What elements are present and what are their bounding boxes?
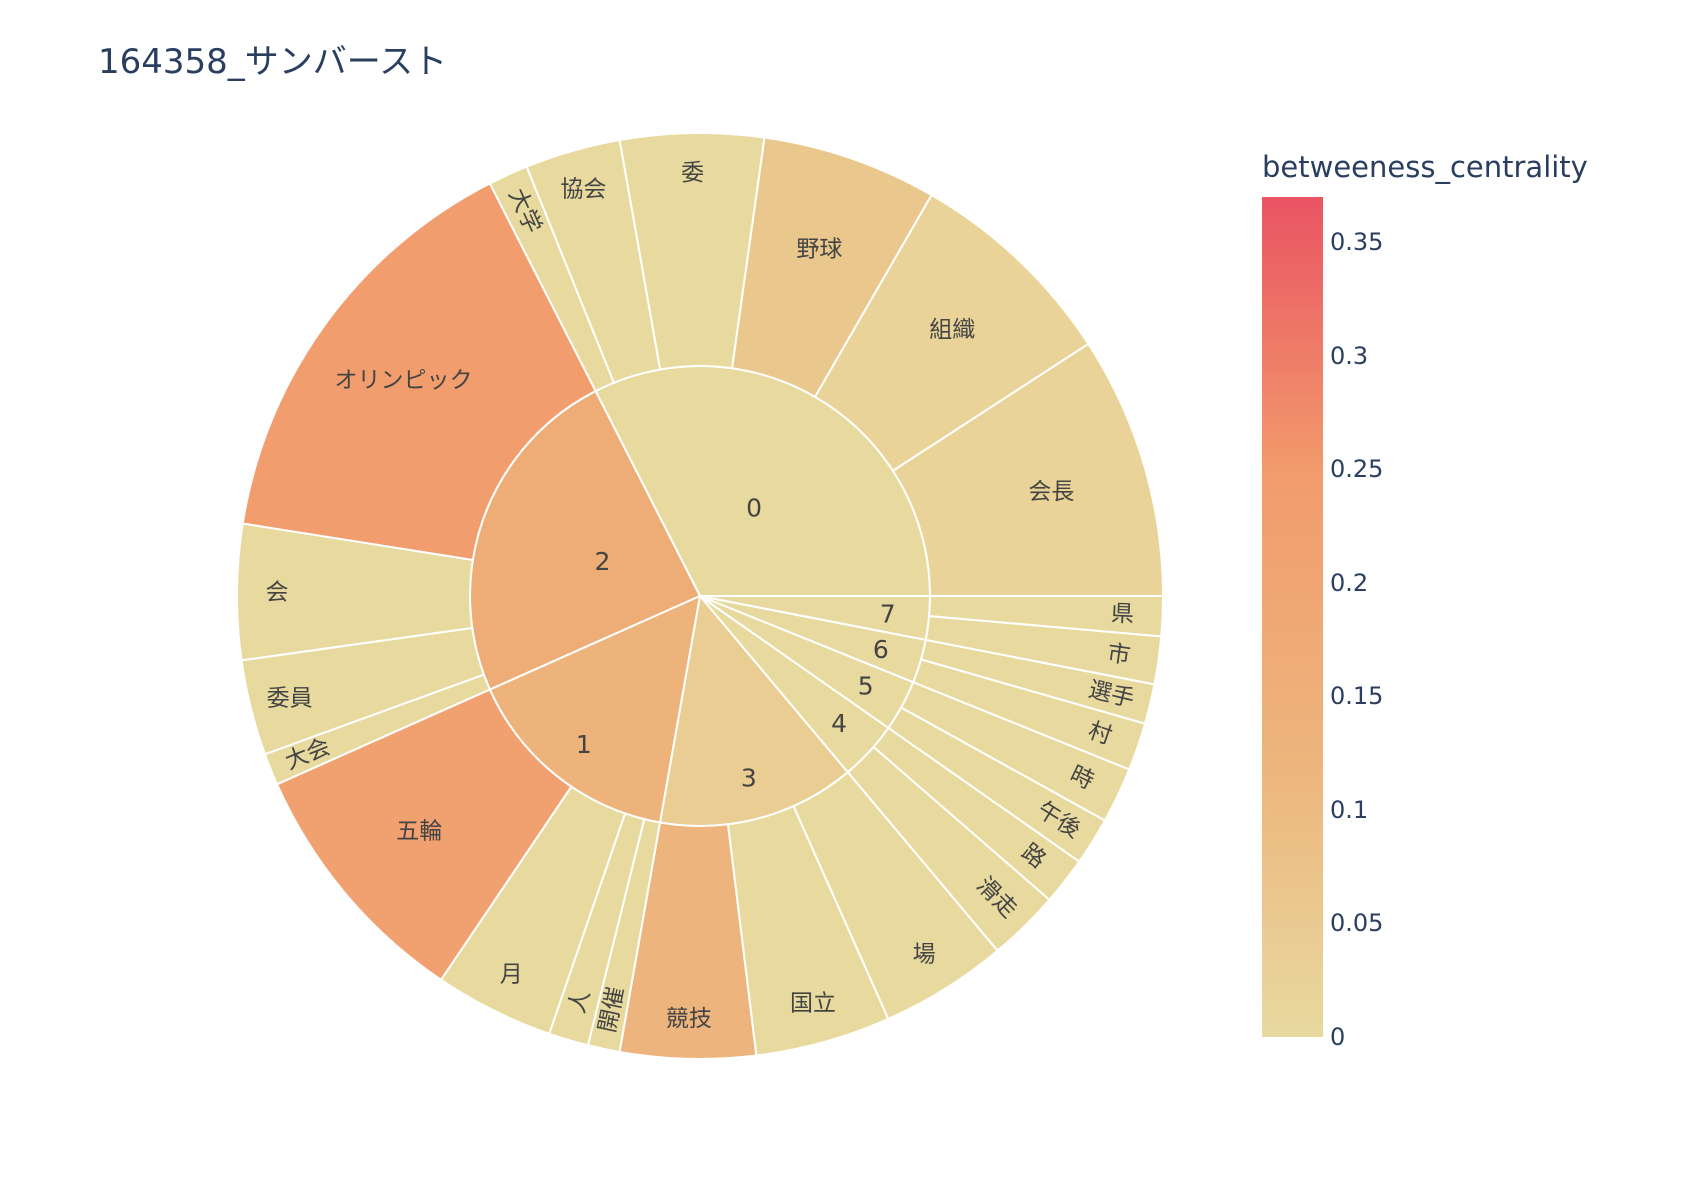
sector-会[interactable] [236,522,474,662]
colorbar-tick: 0.3 [1330,341,1369,370]
colorbar-tick: 0.2 [1330,568,1369,597]
group-label-4: 4 [831,709,847,738]
sector-label-会: 会 [266,579,289,605]
sector-label-市: 市 [1106,640,1132,669]
sector-label-オリンピック: オリンピック [334,368,472,394]
group-label-0: 0 [746,493,762,522]
sector-開催[interactable] [586,817,662,1054]
group-label-1: 1 [576,730,592,759]
sector-野球[interactable] [730,136,933,399]
group-label-7: 7 [880,600,896,629]
sector-label-野球: 野球 [796,236,842,262]
sector-オリンピック[interactable] [241,182,597,562]
sector-村[interactable] [911,658,1147,771]
sector-label-組織: 組織 [929,317,975,343]
sector-滑走[interactable] [846,745,1051,953]
sector-label-場: 場 [913,942,936,968]
sector-人[interactable] [547,812,646,1047]
colorbar-gradient [1262,197,1323,1037]
colorbar-tick: 0.25 [1330,455,1384,484]
colorbar-tick: 0.1 [1330,795,1369,824]
sector-協会[interactable] [525,138,662,385]
sector-label-月: 月 [500,962,523,988]
sector-委[interactable] [618,132,766,371]
sector-label-競技: 競技 [666,1006,712,1032]
colorbar-title: betweeness_centrality [1262,150,1588,184]
sector-時[interactable] [899,680,1131,822]
sector-選手[interactable] [919,638,1156,725]
colorbar-tick: 0.35 [1330,228,1384,257]
sector-大会[interactable] [263,673,492,786]
sector-午後[interactable] [887,706,1107,863]
sector-路[interactable] [872,726,1081,902]
sector-label-国立: 国立 [790,991,836,1017]
sector-label-委: 委 [681,160,704,186]
sector-label-会長: 会長 [1028,479,1074,505]
group-label-5: 5 [858,671,874,700]
sector-委員[interactable] [240,626,486,756]
chart-title: 164358_サンバースト [98,42,448,82]
sector-組織[interactable] [813,193,1090,473]
colorbar-tick: 0.05 [1330,909,1384,938]
group-label-6: 6 [873,635,889,664]
sector-label-委員: 委員 [267,685,313,711]
sector-label-五輪: 五輪 [396,819,442,845]
colorbar-tick: 0 [1330,1023,1346,1051]
colorbar-tick: 0.15 [1330,682,1384,711]
sector-県[interactable] [928,595,1165,638]
group-label-2: 2 [594,547,610,576]
sector-月[interactable] [439,785,627,1036]
sector-五輪[interactable] [275,688,573,982]
colorbar: betweeness_centrality 0 0.05 0.1 0.15 0.2 0.2… [1262,150,1592,1051]
sector-市[interactable] [924,614,1163,686]
sector-大学[interactable] [488,165,616,393]
sector-場[interactable] [792,770,1000,1021]
group-label-3: 3 [741,764,757,793]
sector-label-県: 県 [1111,601,1135,628]
sector-競技[interactable] [618,821,758,1060]
sector-国立[interactable] [726,804,890,1057]
sector-label-協会: 協会 [560,176,606,202]
